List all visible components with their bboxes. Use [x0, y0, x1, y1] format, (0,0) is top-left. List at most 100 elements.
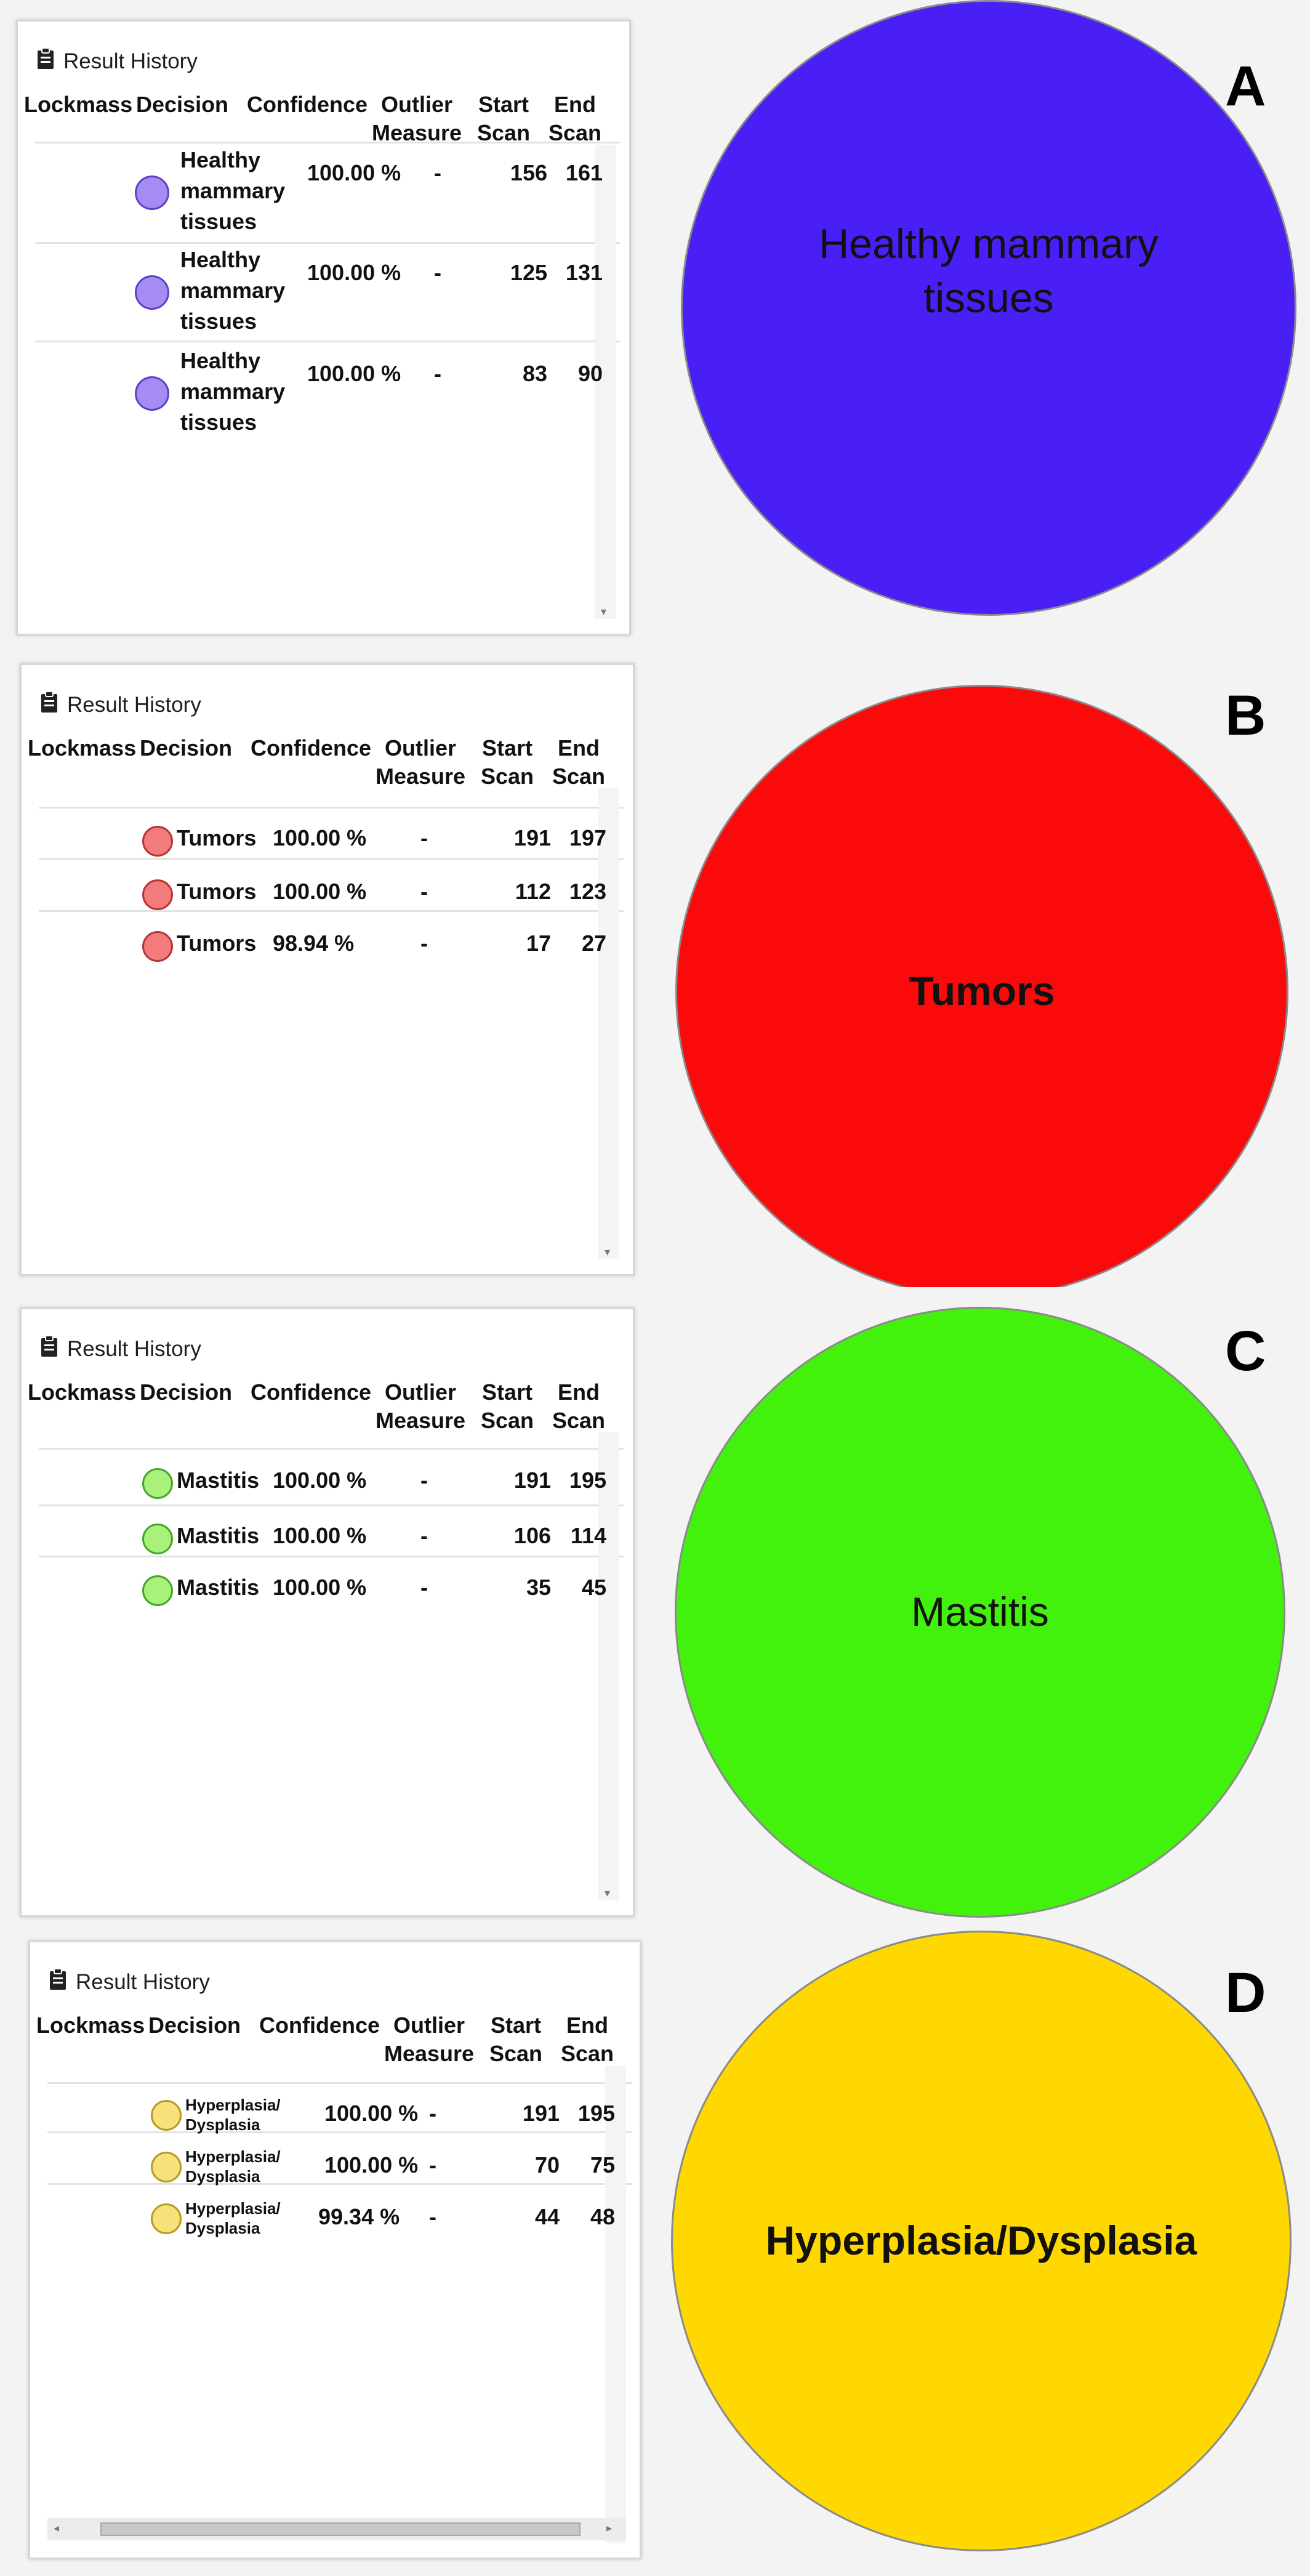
scroll-down-arrow-icon[interactable]: ▾	[601, 605, 607, 618]
row-divider	[39, 1504, 624, 1506]
start-scan-cell: 70	[534, 2152, 560, 2178]
column-header[interactable]: Decision	[140, 735, 233, 761]
start-scan-cell: 35	[526, 1575, 551, 1600]
status-dot-icon	[142, 826, 173, 857]
start-scan-cell: 191	[513, 825, 551, 850]
outlier-cell: -	[429, 2152, 436, 2178]
column-header[interactable]: Outlier Measure	[376, 735, 466, 789]
horizontal-scroll-thumb[interactable]	[100, 2522, 581, 2536]
vertical-scrollbar[interactable]	[595, 145, 616, 619]
column-header[interactable]: Decision	[140, 1379, 233, 1405]
circle-label: Mastitis	[911, 1589, 1049, 1635]
panel-title: Result History	[40, 1335, 201, 1363]
decision-cell: Healthy mammary tissues	[180, 348, 286, 435]
column-header[interactable]: Start Scan	[477, 92, 531, 145]
classification-circle: Tumors	[675, 685, 1288, 1298]
scroll-down-arrow-icon[interactable]: ▾	[605, 1887, 611, 1899]
start-scan-cell: 44	[534, 2204, 560, 2229]
outlier-cell: -	[420, 879, 428, 904]
column-header[interactable]: End Scan	[552, 735, 606, 789]
result-history-panel: Result History Lockmass Decision Confidence…	[16, 20, 631, 636]
confidence-cell: 100.00 %	[273, 825, 367, 850]
end-scan-cell: 195	[577, 2101, 615, 2126]
confidence-cell: 100.00 %	[273, 1468, 367, 1493]
decision-cell: Mastitis	[177, 1523, 260, 1548]
clipboard-icon	[49, 1968, 67, 1996]
decision-cell: Mastitis	[177, 1575, 260, 1600]
scroll-left-arrow-icon[interactable]: ◂	[54, 2522, 60, 2534]
confidence-cell: 99.34 %	[318, 2204, 400, 2229]
outlier-cell: -	[429, 2101, 436, 2126]
column-header[interactable]: Confidence	[251, 1379, 372, 1405]
column-header[interactable]: Start Scan	[481, 735, 534, 789]
horizontal-scrollbar[interactable]: ◂ ▸	[47, 2518, 626, 2540]
end-scan-cell: 195	[569, 1468, 606, 1493]
column-header[interactable]: Confidence	[247, 92, 368, 117]
column-header[interactable]: Lockmass	[28, 735, 137, 761]
confidence-cell: 100.00 %	[273, 1523, 367, 1548]
column-header[interactable]: Decision	[148, 2013, 241, 2038]
column-header[interactable]: Lockmass	[24, 92, 133, 117]
panel-title-text: Result History	[63, 49, 198, 73]
scroll-right-arrow-icon[interactable]: ▸	[606, 2522, 613, 2534]
column-header[interactable]: Outlier Measure	[372, 92, 462, 145]
clipboard-icon	[36, 47, 55, 75]
column-header[interactable]: Confidence	[251, 735, 372, 761]
row-divider	[39, 1556, 624, 1557]
outlier-cell: -	[420, 931, 428, 956]
decision-cell: Healthy mammary tissues	[180, 247, 286, 334]
status-dot-icon	[151, 2152, 182, 2182]
confidence-cell: 100.00 %	[273, 1575, 367, 1600]
vertical-scrollbar[interactable]	[598, 788, 619, 1259]
start-scan-cell: 191	[513, 1468, 551, 1493]
column-header[interactable]: Confidence	[259, 2013, 380, 2038]
column-header[interactable]: Lockmass	[36, 2013, 145, 2038]
confidence-cell: 100.00 %	[324, 2152, 419, 2178]
column-header[interactable]: Decision	[136, 92, 229, 117]
end-scan-cell: 90	[577, 361, 603, 386]
scroll-down-arrow-icon[interactable]: ▾	[605, 1246, 611, 1258]
column-header[interactable]: Outlier Measure	[376, 1379, 466, 1433]
circle-label: Hyperplasia/Dysplasia	[765, 2218, 1197, 2264]
column-header[interactable]: Outlier Measure	[384, 2013, 475, 2066]
panel-letter: D	[1225, 1961, 1266, 2024]
column-header[interactable]: End Scan	[552, 1379, 606, 1433]
decision-cell: Tumors	[177, 931, 257, 956]
outlier-cell: -	[420, 1468, 428, 1493]
panel-letter: C	[1225, 1320, 1266, 1383]
row-divider	[39, 807, 624, 809]
start-scan-cell: 17	[526, 931, 551, 956]
row-divider	[35, 242, 620, 244]
clipboard-icon	[40, 691, 58, 719]
circle-label: Tumors	[909, 968, 1055, 1014]
vertical-scrollbar[interactable]	[598, 1432, 619, 1900]
panel-title: Result History	[49, 1968, 210, 1996]
end-scan-cell: 161	[565, 160, 603, 185]
column-header[interactable]: End Scan	[561, 2013, 614, 2066]
decision-cell: Tumors	[177, 825, 257, 850]
end-scan-cell: 131	[565, 260, 603, 285]
start-scan-cell: 112	[515, 879, 551, 904]
column-header[interactable]: End Scan	[549, 92, 602, 145]
row-divider	[39, 858, 624, 860]
vertical-scrollbar[interactable]	[605, 2065, 626, 2543]
outlier-cell: -	[434, 260, 441, 285]
panel-title: Result History	[36, 47, 198, 75]
row-divider	[47, 2183, 632, 2185]
column-header[interactable]: Start Scan	[489, 2013, 543, 2066]
panel-title-text: Result History	[67, 692, 201, 717]
column-header[interactable]: Lockmass	[28, 1379, 137, 1405]
panel-letter: A	[1225, 55, 1266, 118]
clipboard-icon	[40, 1335, 58, 1363]
row-divider	[39, 910, 624, 912]
result-history-panel: Result History Lockmass Decision Confidence…	[20, 1307, 635, 1917]
figure-row-d: Result History Lockmass Decision Confidence…	[0, 1920, 1310, 2576]
outlier-cell: -	[420, 825, 428, 850]
confidence-cell: 100.00 %	[273, 879, 367, 904]
status-dot-icon	[142, 1524, 173, 1554]
start-scan-cell: 83	[522, 361, 547, 386]
outlier-cell: -	[434, 361, 441, 386]
status-dot-icon	[135, 176, 169, 210]
column-header[interactable]: Start Scan	[481, 1379, 534, 1433]
status-dot-icon	[151, 2203, 182, 2234]
